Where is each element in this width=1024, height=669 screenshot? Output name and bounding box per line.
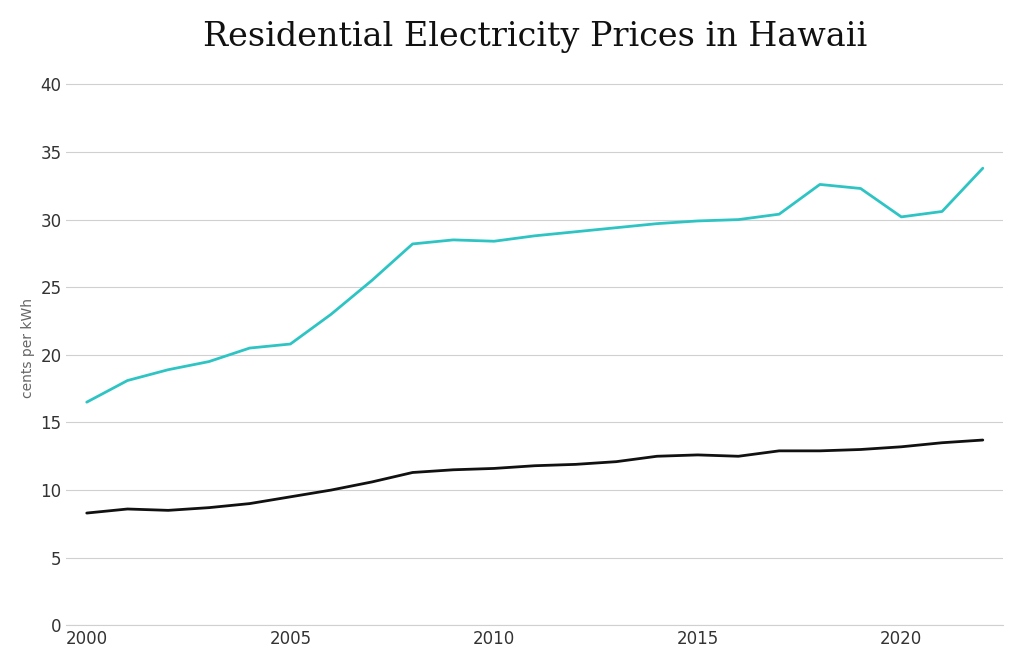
Title: Residential Electricity Prices in Hawaii: Residential Electricity Prices in Hawaii xyxy=(203,21,867,53)
Y-axis label: cents per kWh: cents per kWh xyxy=(20,298,35,398)
